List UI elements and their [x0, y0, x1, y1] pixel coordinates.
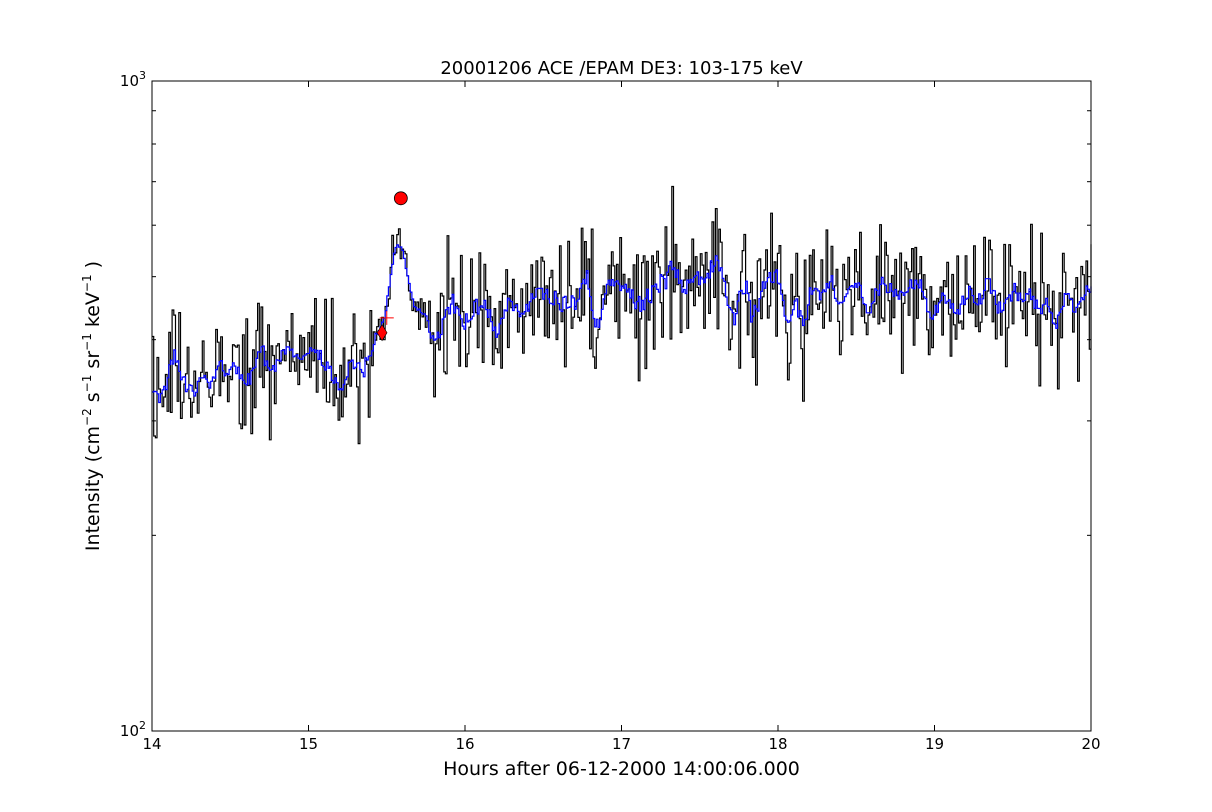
onset-plus-marker	[379, 310, 394, 325]
x-tick-label: 20	[1081, 735, 1100, 753]
x-tick-label: 14	[142, 735, 161, 753]
x-tick-label: 19	[925, 735, 944, 753]
onset-diamond-marker	[376, 324, 388, 342]
x-tick-label: 18	[768, 735, 787, 753]
x-axis: 14 15 16 17 18 19 20	[142, 81, 1101, 753]
marker-layer	[376, 191, 408, 342]
y-axis: 102 103	[120, 69, 1091, 740]
series-smoothed-line	[152, 244, 1092, 404]
y-tick-label: 102	[120, 719, 146, 740]
peak-circle-marker	[393, 191, 408, 206]
y-tick-label: 103	[120, 69, 146, 90]
y-axis-label: Intensity (cm−2 s−1 sr−1 keV−1 )	[80, 261, 104, 551]
x-axis-label: Hours after 06-12-2000 14:00:06.000	[443, 758, 800, 780]
plot-background	[152, 81, 1091, 731]
x-tick-label: 15	[299, 735, 318, 753]
x-tick-label: 17	[612, 735, 631, 753]
chart-title: 20001206 ACE /EPAM DE3: 103-175 keV	[440, 58, 803, 79]
series-layer	[152, 185, 1092, 445]
x-tick-label: 16	[455, 735, 474, 753]
